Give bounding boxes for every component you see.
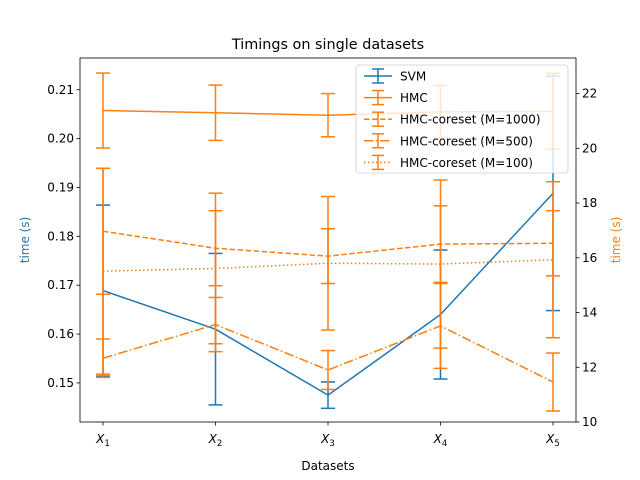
series-line	[102, 323, 554, 383]
x-tick-label: X4	[433, 432, 448, 449]
legend-label: HMC	[400, 91, 428, 105]
right-y-tick-label: 20	[582, 141, 597, 155]
left-y-tick-label: 0.16	[47, 327, 74, 341]
right-y-axis-label: time (s)	[609, 217, 623, 264]
x-axis-label: Datasets	[301, 459, 354, 473]
chart-title: Timings on single datasets	[231, 37, 424, 53]
series-layer	[96, 72, 560, 412]
legend: SVM HMC HMC-coreset (M=1000) HMC-coreset (M…	[355, 64, 569, 174]
left-y-tick-label: 0.19	[47, 180, 74, 194]
left-y-tick-label: 0.21	[47, 83, 74, 97]
legend-box	[355, 64, 569, 174]
right-y-tick-label: 12	[582, 360, 597, 374]
series-line	[102, 258, 554, 272]
left-y-axis: 0.15 0.16 0.17 0.18 0.19 0.20 0.21	[47, 83, 80, 390]
right-y-tick-label: 16	[582, 251, 597, 265]
series-hmc-coreset-m-100	[96, 167, 560, 375]
left-y-tick-label: 0.18	[47, 229, 74, 243]
right-y-tick-label: 18	[582, 196, 597, 210]
left-y-tick-label: 0.17	[47, 278, 74, 292]
x-axis: X1 X2 X3 X4 X5	[95, 422, 560, 449]
legend-label: HMC-coreset (M=500)	[400, 134, 533, 148]
legend-label: SVM	[400, 70, 426, 84]
series-line	[102, 192, 554, 396]
right-y-tick-label: 14	[582, 306, 597, 320]
left-y-tick-label: 0.15	[47, 376, 74, 390]
x-tick-label: X5	[545, 432, 560, 449]
right-y-tick-label: 10	[582, 415, 597, 429]
x-tick-label: X1	[95, 432, 110, 449]
left-y-tick-label: 0.20	[47, 132, 74, 146]
legend-label: HMC-coreset (M=100)	[400, 156, 533, 170]
x-tick-label: X3	[320, 432, 335, 449]
right-y-tick-label: 22	[582, 87, 597, 101]
right-y-axis: 10 12 14 16 18 20 22	[576, 87, 597, 429]
x-tick-label: X2	[208, 432, 223, 449]
legend-label: HMC-coreset (M=1000)	[400, 113, 541, 127]
left-y-axis-label: time (s)	[18, 217, 32, 264]
